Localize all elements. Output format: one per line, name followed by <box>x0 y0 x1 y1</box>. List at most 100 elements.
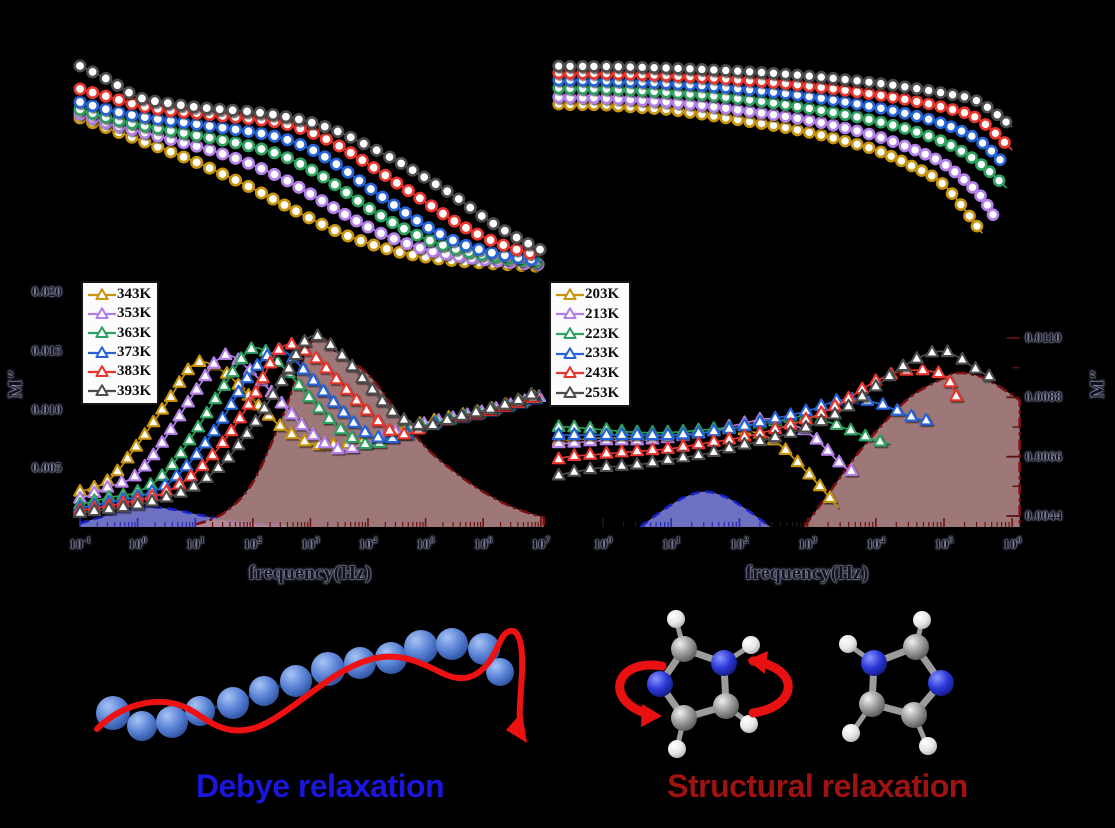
legend-low-temperature: 203K 213K 223K 233K 243K 253K <box>549 281 631 407</box>
legend-item-213K: 213K <box>555 305 625 324</box>
legend-label: 213K <box>585 305 620 322</box>
legend-marker-343K <box>88 287 116 300</box>
series-213K <box>552 90 1000 221</box>
legend-item-233K: 233K <box>555 344 625 363</box>
legend-item-243K: 243K <box>555 364 625 383</box>
y-axis-title-right: M″ <box>1086 368 1109 399</box>
x-tick-10e3: 103 <box>301 536 320 553</box>
legend-item-353K: 353K <box>87 304 153 323</box>
legend-item-343K: 343K <box>87 285 153 304</box>
legend-label: 353K <box>117 305 152 322</box>
y-axis-title-left: M″ <box>4 368 27 399</box>
y-tick-0.0088: 0.0088 <box>1025 389 1063 405</box>
rotation-arrow-left <box>615 660 667 719</box>
x-tick-10e0: 100 <box>593 536 613 553</box>
legend-marker-393K <box>88 384 116 397</box>
chart-panels <box>73 59 1021 528</box>
panel-mprime_left <box>73 59 547 273</box>
dipole-wave-arrow <box>94 627 526 734</box>
legend-item-393K: 393K <box>87 382 153 401</box>
legend-label: 253K <box>585 384 620 401</box>
x-tick-10e1: 101 <box>185 536 205 553</box>
chain-beads <box>96 628 514 741</box>
imidazole-molecule-static <box>839 611 954 755</box>
series-253K <box>551 344 997 481</box>
legend-label: 363K <box>117 324 152 341</box>
rotation-arrowhead-left <box>641 704 662 727</box>
legend-high-temperature: 343K 353K 363K 373K 383K 393K <box>81 281 159 405</box>
x-tick-10e6: 106 <box>473 536 493 553</box>
legend-label: 223K <box>585 325 620 342</box>
x-tick-10e5: 105 <box>416 536 435 553</box>
x-tick-10e3: 103 <box>798 536 817 553</box>
nitrogen-atoms <box>861 650 954 696</box>
legend-marker-373K <box>88 345 116 358</box>
structural-relaxation-fit-area <box>804 373 1020 527</box>
dipole-wave-arrowhead <box>506 712 527 743</box>
x-tick-10e5: 105 <box>934 536 954 553</box>
x-tick-10e4: 104 <box>358 536 378 553</box>
caption-structural: Structural relaxation <box>667 768 968 804</box>
panel-mprime_right <box>552 59 1013 234</box>
hydrogen-atoms <box>839 611 937 755</box>
imidazole-molecule-rotating <box>615 610 793 758</box>
legend-marker-363K <box>88 326 116 339</box>
legend-marker-203K <box>556 288 584 300</box>
legend-label: 393K <box>117 382 152 399</box>
legend-label: 243K <box>585 364 620 381</box>
axis-ticks-mpp_right <box>602 337 1020 527</box>
legend-marker-353K <box>88 307 116 319</box>
panel-mpp_right <box>551 337 1021 528</box>
legend-marker-253K <box>556 386 584 399</box>
series-383K <box>73 82 541 260</box>
debye-relaxation-fit-outline <box>639 490 771 528</box>
nitrogen-atoms <box>647 650 737 697</box>
bonds <box>846 618 945 748</box>
y-tick-0.0044: 0.0044 <box>1025 508 1063 523</box>
legend-item-383K: 383K <box>87 362 153 381</box>
series-233K <box>551 391 934 441</box>
rotation-arrow-right <box>748 656 793 718</box>
x-tick-10e2: 102 <box>730 536 749 553</box>
debye-chain-illustration <box>94 627 527 743</box>
series-393K <box>73 59 547 257</box>
series-253K <box>552 59 1013 129</box>
x-tick-10e2: 102 <box>243 536 263 553</box>
legend-marker-243K <box>556 366 584 379</box>
x-axis-title-right: frequency(Hz) <box>745 562 869 584</box>
legend-item-363K: 363K <box>87 324 153 343</box>
legend-item-253K: 253K <box>555 384 625 403</box>
x-tick-10e-1: 10-1 <box>69 536 91 553</box>
x-tick-10e1: 101 <box>661 536 681 553</box>
y-tick-0.0110: 0.0110 <box>1025 330 1062 345</box>
y-tick-0.0066: 0.0066 <box>1025 448 1063 464</box>
legend-label: 383K <box>117 363 152 380</box>
series-393K <box>73 328 542 518</box>
legend-label: 233K <box>585 345 620 362</box>
y-tick-0.005: 0.005 <box>31 460 62 476</box>
caption-debye: Debye relaxation <box>195 768 445 804</box>
rotation-arrowhead-right <box>747 651 768 674</box>
legend-marker-213K <box>556 307 584 320</box>
legend-marker-233K <box>556 346 584 359</box>
legend-marker-383K <box>88 365 116 377</box>
carbon-atoms <box>671 636 739 731</box>
legend-label: 343K <box>117 286 152 303</box>
panel-mpp_left <box>73 328 547 528</box>
series-373K <box>73 95 541 267</box>
bonds <box>656 617 753 751</box>
legend-label: 373K <box>117 344 152 361</box>
y-tick-0.010: 0.010 <box>31 401 62 417</box>
legend-item-223K: 223K <box>555 325 625 344</box>
debye-relaxation-fit-area <box>640 491 771 527</box>
x-tick-10e0: 100 <box>128 536 147 553</box>
legend-item-203K: 203K <box>555 285 625 304</box>
x-tick-10e7: 107 <box>531 536 551 553</box>
carbon-atoms <box>859 634 929 728</box>
legend-marker-223K <box>556 327 584 340</box>
structural-relaxation-fit-outline <box>194 334 545 527</box>
hydrogen-atoms <box>667 610 760 758</box>
legend-item-373K: 373K <box>87 343 153 362</box>
legend-label: 203K <box>585 286 620 303</box>
